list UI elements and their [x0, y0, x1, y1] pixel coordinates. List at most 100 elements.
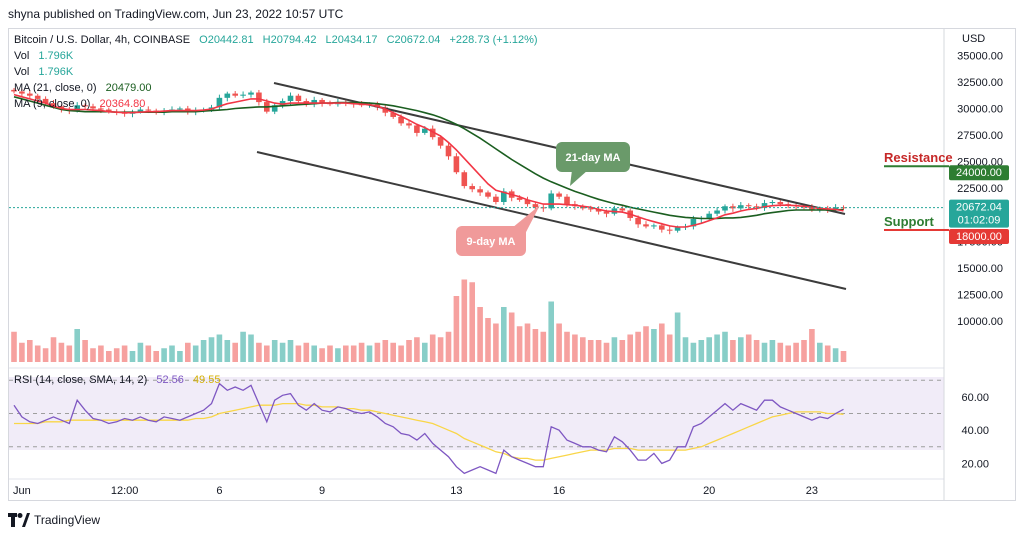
volume-bar — [659, 323, 665, 362]
candle-body — [738, 205, 744, 209]
volume-bar — [350, 345, 357, 362]
candle-body — [666, 229, 673, 231]
volume-bar — [548, 301, 554, 362]
legend-symbol: Bitcoin / U.S. Dollar, 4h, COINBASE — [14, 34, 190, 46]
time-tick-label: Jun — [13, 485, 31, 497]
legend-vol2-label: Vol — [14, 66, 29, 78]
candle-body — [809, 207, 815, 210]
resistance-price-tag: 24000.00 — [949, 165, 1009, 181]
candle-body — [651, 225, 657, 227]
tradingview-logo-icon — [8, 513, 30, 527]
legend-high: H20794.42 — [263, 34, 317, 46]
legend-vol-label: Vol — [14, 50, 29, 62]
price-tick-label: 27500.00 — [957, 130, 1003, 142]
candle-body — [224, 93, 231, 98]
legend-vol2-value: 1.796K — [38, 66, 74, 78]
candle-body — [832, 207, 839, 210]
time-tick-label: 13 — [450, 485, 462, 497]
ma9-callout-text: 9-day MA — [467, 236, 516, 248]
candle-body — [422, 128, 428, 133]
volume-bar — [27, 340, 33, 362]
volume-bar — [185, 342, 191, 362]
volume-bar — [840, 351, 847, 362]
ma21-callout-text: 21-day MA — [565, 152, 620, 164]
legend-vol-line: Vol 1.796K — [14, 50, 74, 62]
volume-bar — [366, 345, 373, 362]
volume-bar — [477, 307, 483, 362]
volume-bar — [524, 323, 531, 362]
volume-bar — [761, 342, 768, 362]
candle-body — [603, 211, 610, 214]
volume-bar — [66, 345, 73, 362]
last-price-tag: 20672.04 01:02:09 — [949, 199, 1009, 228]
volume-bar — [603, 342, 610, 362]
volume-bar — [690, 342, 697, 362]
candle-body — [777, 202, 784, 205]
volume-bar — [287, 340, 294, 362]
ma21-line — [13, 96, 844, 220]
last-price-text: 20672.04 — [956, 202, 1002, 214]
volume-bar — [414, 337, 420, 362]
volume-bar — [224, 340, 231, 362]
candle-body — [177, 108, 183, 110]
candle-body — [619, 208, 626, 211]
volume-bar — [216, 334, 223, 362]
price-tick-label: 35000.00 — [957, 50, 1003, 62]
publisher-line: shyna published on TradingView.com, Jun … — [8, 7, 344, 21]
candle-body — [753, 206, 760, 208]
time-axis[interactable]: Jun 12:00 6 9 13 16 20 23 — [13, 485, 818, 497]
candle-body — [501, 191, 507, 203]
support-price-text: 18000.00 — [956, 231, 1002, 243]
candle-body — [706, 213, 712, 218]
candle-body — [98, 108, 104, 110]
price-axis[interactable]: 35000.0032500.0030000.0027500.0025000.00… — [957, 50, 1003, 328]
volume-bar — [793, 342, 799, 362]
volume-bar — [382, 340, 389, 362]
volume-bar — [824, 345, 831, 362]
candle-body — [311, 99, 317, 105]
volume-bar — [208, 337, 215, 362]
legend-ma9-value: 20364.80 — [99, 98, 145, 110]
legend-rsi-value: 52.56 — [156, 374, 184, 386]
candle-body — [11, 89, 17, 92]
time-tick-label: 16 — [553, 485, 565, 497]
volume-bar — [169, 345, 175, 362]
volume-bar — [532, 329, 539, 362]
candle-body — [90, 106, 96, 109]
volume-bar — [651, 329, 657, 362]
candle-body — [248, 92, 254, 95]
price-tick-label: 32500.00 — [957, 77, 1003, 89]
candle-body — [216, 97, 223, 108]
candle-body — [477, 189, 483, 193]
volume-bar — [785, 345, 791, 362]
legend-low: L20434.17 — [326, 34, 378, 46]
candle-body — [145, 109, 152, 111]
candle-body — [635, 217, 641, 225]
candle-body — [437, 137, 444, 146]
legend-ma9-line: MA (9, close, 0) 20364.80 — [14, 98, 145, 110]
legend-ma21-label: MA (21, close, 0) — [14, 82, 97, 94]
volume-bar — [58, 342, 65, 362]
volume-bar — [358, 342, 365, 362]
volume-bar — [706, 337, 712, 362]
volume-bar — [153, 351, 159, 362]
candle-body — [406, 123, 412, 126]
volume-bar — [635, 331, 641, 362]
volume-bar — [295, 345, 302, 362]
candle-body — [516, 197, 523, 200]
publish-header: shyna published on TradingView.com, Jun … — [0, 0, 1024, 28]
tradingview-footer[interactable]: TradingView — [8, 510, 100, 530]
volume-bar — [129, 351, 136, 362]
legend-ma21-line: MA (21, close, 0) 20479.00 — [14, 82, 152, 94]
candle-body — [761, 203, 768, 208]
rsi-tick-label: 60.00 — [961, 392, 989, 404]
candle-body — [564, 196, 570, 205]
volume-bar — [335, 348, 341, 362]
channel-lower-line[interactable] — [256, 151, 847, 290]
candle-body — [769, 202, 776, 204]
candle-body — [485, 192, 491, 197]
candle-body — [319, 99, 325, 104]
volume-bar — [611, 337, 618, 362]
volume-bar — [98, 345, 104, 362]
